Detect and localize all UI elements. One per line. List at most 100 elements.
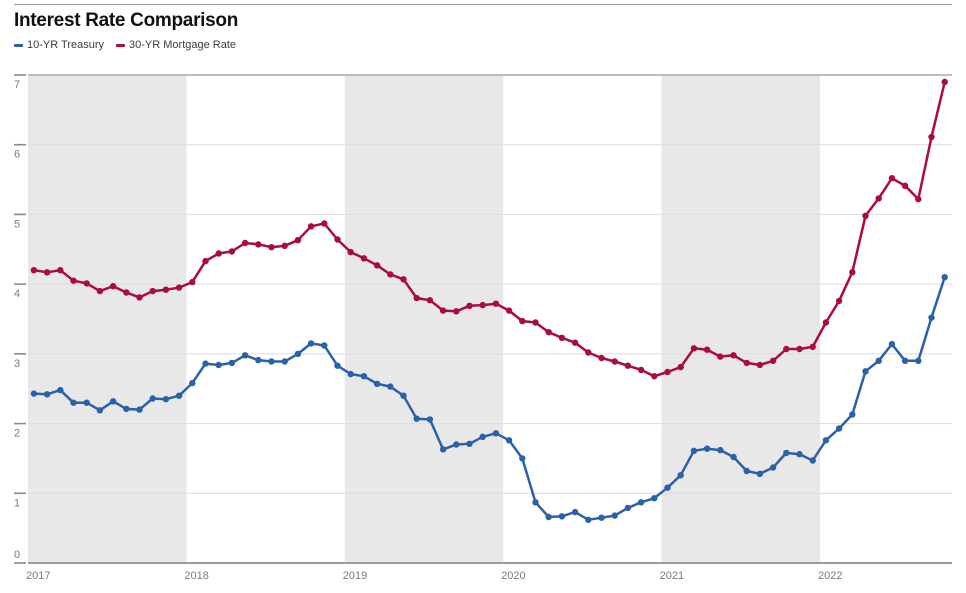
chart-title: Interest Rate Comparison [14, 10, 239, 31]
data-point-30-yr-mortgage-rate [268, 244, 275, 251]
data-point-30-yr-mortgage-rate [888, 175, 896, 182]
data-point-30-yr-mortgage-rate [255, 241, 262, 248]
data-point-30-yr-mortgage-rate [651, 373, 658, 380]
data-point-10-yr-treasury [677, 472, 684, 479]
data-point-30-yr-mortgage-rate [492, 300, 500, 307]
data-point-30-yr-mortgage-rate [281, 242, 288, 249]
legend-swatch-30yr-mortgage-icon [116, 43, 126, 47]
data-point-30-yr-mortgage-rate [149, 287, 156, 295]
data-point-10-yr-treasury [202, 360, 209, 367]
x-tick-label: 2017 [26, 570, 50, 582]
data-point-10-yr-treasury [875, 357, 882, 364]
data-point-10-yr-treasury [83, 399, 90, 406]
legend-item-30yr-mortgage: 30-YR Mortgage Rate [116, 39, 236, 51]
data-point-30-yr-mortgage-rate [215, 250, 222, 257]
data-point-10-yr-treasury [57, 386, 64, 394]
data-point-30-yr-mortgage-rate [360, 255, 368, 262]
data-point-10-yr-treasury [505, 437, 513, 444]
data-point-30-yr-mortgage-rate [43, 269, 51, 276]
y-tick-label: 3 [14, 358, 20, 370]
data-point-30-yr-mortgage-rate [466, 302, 473, 309]
data-point-30-yr-mortgage-rate [413, 294, 420, 302]
data-point-30-yr-mortgage-rate [822, 319, 830, 326]
data-point-10-yr-treasury [624, 504, 632, 512]
data-point-30-yr-mortgage-rate [228, 248, 236, 255]
data-point-30-yr-mortgage-rate [901, 182, 909, 189]
data-point-30-yr-mortgage-rate [479, 301, 486, 309]
y-tick-label: 0 [14, 549, 20, 561]
data-point-10-yr-treasury [888, 340, 896, 348]
data-point-30-yr-mortgage-rate [96, 287, 104, 295]
data-point-10-yr-treasury [822, 437, 830, 444]
data-point-30-yr-mortgage-rate [532, 319, 539, 326]
chart-legend: 10-YR Treasury 30-YR Mortgage Rate [14, 39, 236, 51]
data-point-30-yr-mortgage-rate [941, 78, 948, 86]
data-point-10-yr-treasury [294, 350, 302, 358]
data-point-30-yr-mortgage-rate [400, 276, 407, 283]
data-point-10-yr-treasury [519, 455, 526, 462]
data-point-30-yr-mortgage-rate [862, 212, 869, 219]
x-tick-label: 2020 [501, 570, 525, 582]
header-divider [14, 4, 952, 5]
data-point-30-yr-mortgage-rate [30, 267, 38, 274]
data-point-10-yr-treasury [717, 446, 724, 454]
x-tick-label: 2022 [818, 570, 842, 582]
data-point-30-yr-mortgage-rate [202, 257, 209, 265]
x-tick-label: 2019 [343, 570, 367, 582]
data-point-10-yr-treasury [347, 370, 354, 378]
data-point-30-yr-mortgage-rate [109, 283, 117, 290]
data-point-30-yr-mortgage-rate [57, 267, 64, 274]
data-point-30-yr-mortgage-rate [162, 286, 170, 293]
data-point-10-yr-treasury [321, 342, 328, 349]
data-point-10-yr-treasury [189, 379, 196, 387]
y-tick-label: 2 [14, 428, 20, 440]
data-point-10-yr-treasury [360, 373, 368, 380]
x-tick-label: 2018 [184, 570, 208, 582]
data-point-10-yr-treasury [255, 356, 262, 364]
data-point-10-yr-treasury [373, 380, 381, 387]
data-point-10-yr-treasury [703, 445, 711, 452]
data-point-30-yr-mortgage-rate [321, 220, 328, 227]
data-point-10-yr-treasury [769, 464, 777, 471]
legend-swatch-10yr-treasury-icon [14, 43, 23, 47]
data-point-10-yr-treasury [492, 430, 500, 437]
data-point-30-yr-mortgage-rate [373, 262, 381, 269]
data-point-30-yr-mortgage-rate [703, 346, 711, 353]
data-point-10-yr-treasury [545, 513, 552, 521]
data-point-10-yr-treasury [637, 499, 645, 506]
data-point-30-yr-mortgage-rate [83, 280, 90, 287]
data-point-30-yr-mortgage-rate [849, 269, 856, 276]
data-point-10-yr-treasury [651, 495, 658, 502]
data-point-10-yr-treasury [439, 446, 447, 453]
data-point-10-yr-treasury [268, 358, 275, 365]
data-point-30-yr-mortgage-rate [928, 133, 935, 141]
data-point-10-yr-treasury [796, 451, 803, 458]
data-point-10-yr-treasury [70, 399, 77, 406]
data-point-30-yr-mortgage-rate [611, 358, 618, 365]
data-point-30-yr-mortgage-rate [835, 297, 843, 305]
data-point-10-yr-treasury [30, 390, 38, 397]
data-point-30-yr-mortgage-rate [426, 297, 434, 304]
data-point-30-yr-mortgage-rate [307, 223, 315, 230]
data-point-10-yr-treasury [690, 447, 698, 454]
series-line-30-yr-mortgage-rate [33, 81, 946, 378]
data-point-10-yr-treasury [915, 357, 922, 364]
data-point-10-yr-treasury [730, 453, 737, 461]
data-point-10-yr-treasury [149, 395, 156, 402]
data-point-30-yr-mortgage-rate [717, 353, 724, 360]
data-point-30-yr-mortgage-rate [545, 329, 552, 336]
data-point-30-yr-mortgage-rate [598, 354, 605, 362]
data-point-10-yr-treasury [809, 457, 816, 464]
data-point-10-yr-treasury [479, 433, 486, 440]
data-point-10-yr-treasury [413, 415, 420, 422]
data-point-10-yr-treasury [43, 391, 51, 398]
data-point-10-yr-treasury [862, 368, 869, 375]
data-point-30-yr-mortgage-rate [439, 307, 447, 314]
data-point-10-yr-treasury [756, 470, 764, 477]
data-point-30-yr-mortgage-rate [624, 362, 632, 369]
data-point-10-yr-treasury [123, 405, 130, 413]
data-point-30-yr-mortgage-rate [571, 339, 579, 346]
data-point-30-yr-mortgage-rate [677, 363, 684, 371]
data-point-30-yr-mortgage-rate [743, 359, 750, 367]
